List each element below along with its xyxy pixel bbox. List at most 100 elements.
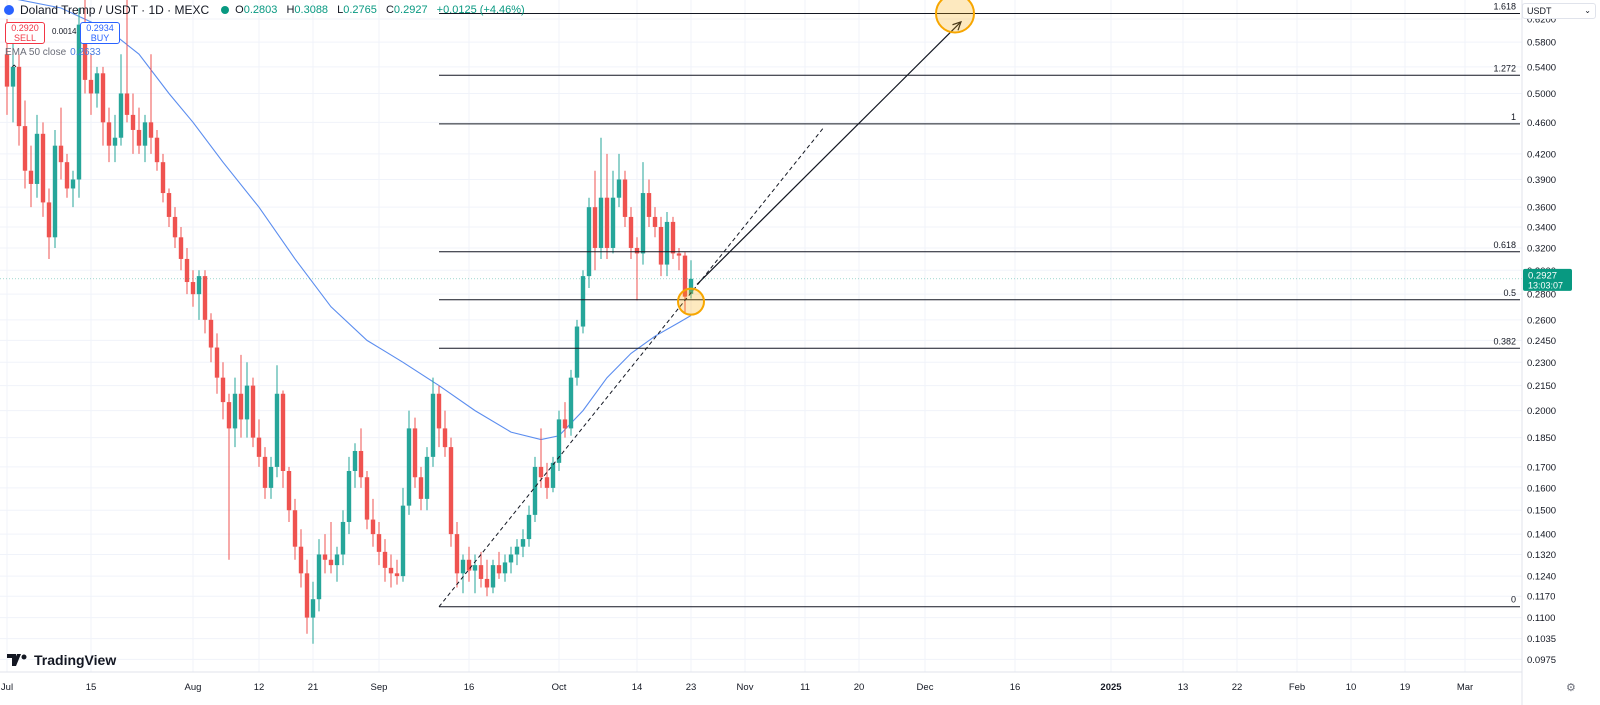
candle [232, 377, 238, 448]
candle-body [478, 565, 484, 579]
candle-body [454, 534, 460, 574]
highlight-circle [677, 287, 705, 316]
time-tick-label: 12 [254, 682, 265, 693]
bar-countdown: 13:03:07 [1528, 280, 1563, 290]
candle-body [460, 559, 466, 574]
candle [76, 8, 82, 198]
buy-button[interactable]: 0.2934 BUY [80, 22, 120, 44]
candle [172, 207, 178, 248]
candle [190, 270, 196, 307]
candle [634, 237, 640, 301]
candle-body [58, 145, 64, 163]
candle-body [448, 447, 454, 535]
candle [454, 521, 460, 588]
candle-body [676, 253, 682, 256]
candle-body [568, 377, 574, 429]
price-tick-label: 0.0975 [1527, 655, 1556, 666]
candle [544, 462, 550, 499]
candle [118, 54, 124, 146]
candle-body [616, 179, 622, 198]
candle-body [622, 179, 628, 217]
candle-body [400, 505, 406, 577]
candle-body [334, 554, 340, 566]
candle [238, 354, 244, 438]
drawings[interactable] [0, 0, 1522, 608]
candle-body [226, 402, 232, 429]
candle [574, 319, 580, 386]
candle-body [118, 93, 124, 138]
candle [22, 100, 28, 189]
price-tick-label: 0.5400 [1527, 62, 1556, 73]
collapse-legend-icon[interactable]: ⌃ [10, 64, 19, 75]
candle [262, 447, 268, 499]
candle [196, 270, 202, 320]
candle-body [520, 539, 526, 547]
price-tick-label: 0.2000 [1527, 406, 1556, 417]
candle-body [604, 197, 610, 248]
candle [322, 534, 328, 574]
symbol-title[interactable]: Doland Tremp / USDT · 1D · MEXC [20, 3, 210, 17]
candle-body [562, 419, 568, 429]
candle [406, 410, 412, 515]
candle [154, 129, 160, 171]
candle-body [244, 385, 250, 420]
candle-body [658, 226, 664, 265]
candle [136, 107, 142, 154]
candle [202, 270, 208, 334]
candle-body [526, 514, 532, 540]
fib-level-label: 1 [1511, 112, 1516, 122]
time-tick-label: 2025 [1100, 682, 1122, 693]
candle-body [160, 162, 166, 194]
price-axis[interactable]: 0.6200 0.5800 0.5400 0.5000 0.4600 0.4200 0.39… [1521, 0, 1600, 705]
candle-body [328, 559, 334, 566]
ohlc-readout: O0.2803 H0.3088 L0.2765 C0.2927 +0.0125 … [235, 4, 525, 16]
candle-body [682, 255, 688, 297]
candle-body [628, 216, 634, 248]
candle [52, 129, 58, 248]
candle [310, 581, 316, 644]
candle [304, 559, 310, 634]
candle-body [178, 237, 184, 259]
sell-button[interactable]: 0.2920 SELL [5, 22, 45, 44]
candle-body [172, 216, 178, 238]
price-tick-label: 0.3600 [1527, 203, 1556, 214]
fib-retracement[interactable]: 1.618 1.272 1 0.618 0.5 0.382 0 [439, 1, 1520, 608]
candle [220, 362, 226, 420]
candle-body [202, 276, 208, 320]
time-tick-label: 20 [854, 682, 865, 693]
candle [682, 252, 688, 314]
candle-body [472, 565, 478, 571]
candle-body [550, 462, 556, 488]
candle-body [490, 565, 496, 588]
candle-body [124, 93, 130, 115]
candle [478, 551, 484, 588]
candle-body [508, 554, 514, 563]
candle-body [304, 573, 310, 618]
candle-body [496, 565, 502, 574]
gear-icon[interactable]: ⚙ [1566, 682, 1576, 694]
arrow-head [952, 20, 962, 31]
candle-body [130, 114, 136, 130]
time-tick-label: Mar [1457, 682, 1473, 693]
time-tick-label: 19 [1400, 682, 1411, 693]
spread-value: 0.0014 [52, 27, 77, 36]
candle-body [220, 377, 226, 403]
candle [274, 365, 280, 478]
candle-body [100, 73, 106, 123]
ema-legend[interactable]: EMA 50 close 0.2633 [5, 47, 101, 58]
candle-body [274, 393, 280, 467]
candle-body [286, 470, 292, 511]
candle [82, 0, 88, 94]
candle [646, 179, 652, 227]
currency-selector[interactable]: USDT ⌄ [1522, 3, 1596, 19]
time-axis[interactable]: Jul 15 Aug 12 21 Sep 16 Oct 14 23 Nov 11 20 Dec 16 2025… [0, 671, 1522, 693]
highlight-circle [935, 0, 975, 34]
candle-body [154, 137, 160, 163]
candle-body [184, 258, 190, 283]
candle-body [484, 578, 490, 588]
candle-body [502, 562, 508, 574]
price-tick-label: 0.3900 [1527, 175, 1556, 186]
candle [448, 437, 454, 547]
candle [460, 554, 466, 594]
